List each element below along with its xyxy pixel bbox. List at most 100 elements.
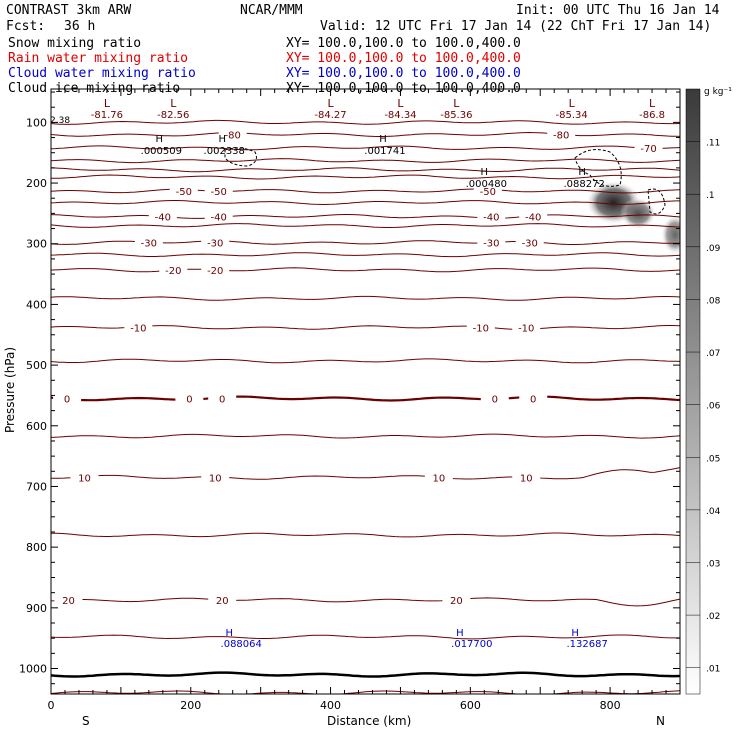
isotherm-label-bg: [442, 594, 471, 605]
isotherm-line: [51, 634, 680, 640]
isotherm-label: 20: [216, 596, 229, 607]
colorbar-tick-label: .08: [706, 296, 721, 306]
minimum-marker: L: [397, 97, 404, 110]
isotherm-label-bg: [148, 211, 177, 222]
ice-max-marker: H: [578, 167, 586, 178]
isotherm-label-bg: [201, 472, 230, 483]
isotherm-label-bg: [634, 142, 663, 153]
field-cloudwater-xy: XY= 100.0,100.0 to 100.0,400.0: [286, 66, 521, 81]
isotherm-label: -50: [211, 187, 227, 198]
colorbar-unit: g kg⁻¹: [704, 87, 732, 97]
isotherm-label-bg: [169, 185, 198, 196]
isotherm-label: 0: [64, 394, 70, 405]
ice-max-marker: H: [218, 134, 226, 145]
axes: 0 200 400 600 800100200300400500600700800900…: [19, 88, 681, 712]
isotherm-line: [51, 167, 680, 173]
isotherm-label-bg: [134, 237, 163, 248]
isotherm-label-bg: [424, 472, 453, 483]
isotherm-line: [51, 223, 680, 228]
y-tick-label: 300: [26, 238, 47, 251]
edge-value-label: 2.38: [50, 116, 70, 126]
ice-max-value: .001741: [364, 146, 405, 157]
minimum-marker: L: [104, 97, 111, 110]
endpoint-south: S: [82, 714, 90, 728]
isotherm-label: 0: [492, 394, 498, 405]
isotherm-line: [51, 158, 680, 164]
x-axis-label: Distance (km): [327, 714, 411, 728]
ice-max-marker: H: [379, 134, 387, 145]
isotherm-label: -40: [525, 212, 541, 223]
x-tick-label: 0: [48, 699, 55, 712]
isotherm-line: [51, 690, 680, 694]
cloudwater-max-value: .132687: [566, 639, 607, 650]
isotherm-label-bg: [208, 594, 237, 605]
isotherm-label-bg: [519, 393, 548, 404]
init-time: Init: 00 UTC Thu 16 Jan 14: [516, 3, 720, 18]
isotherm-label: 0: [219, 394, 225, 405]
isotherm-label-bg: [201, 264, 230, 275]
isotherm-line: [51, 433, 680, 439]
ice-contour: [574, 149, 622, 187]
ice-max-value: .002338: [204, 146, 245, 157]
isotherm-label: 10: [209, 473, 222, 484]
minimum-marker: L: [649, 97, 656, 110]
endpoint-north: N: [656, 714, 665, 728]
isotherm-label-bg: [480, 393, 509, 404]
minimum-value: -85.34: [556, 110, 588, 121]
isotherm-label-bg: [70, 472, 99, 483]
isotherm-label-bg: [547, 129, 576, 140]
isotherm-label-bg: [54, 594, 83, 605]
field-rain-xy: XY= 100.0,100.0 to 100.0,400.0: [286, 51, 521, 66]
colorbar-tick-label: .03: [706, 559, 720, 569]
cloudwater-max-marker: H: [456, 628, 464, 639]
isotherm-label-bg: [53, 393, 82, 404]
isotherm-label: -10: [473, 323, 489, 334]
isotherm-label: -10: [130, 323, 146, 334]
isotherm-label-bg: [515, 237, 544, 248]
isotherm-label-bg: [124, 322, 153, 333]
y-tick-label: 400: [26, 298, 47, 311]
y-tick-label: 600: [26, 420, 47, 433]
minimum-value: -81.76: [91, 110, 123, 121]
minimum-marker: L: [327, 97, 334, 110]
cloudwater-max-marker: H: [225, 628, 233, 639]
title: CONTRAST 3km ARW: [6, 3, 132, 18]
isotherm-label: -30: [522, 239, 538, 250]
minimum-marker: L: [569, 97, 576, 110]
cloudwater-max-marker: H: [571, 628, 579, 639]
x-tick-label: 400: [320, 699, 341, 712]
isotherm-line: [51, 131, 680, 137]
y-tick-label: 500: [26, 359, 47, 372]
minimum-value: -84.27: [314, 110, 346, 121]
y-axis-label: Pressure (hPa): [3, 347, 17, 433]
isotherm-line: [51, 325, 680, 330]
isotherm-label: -40: [211, 212, 227, 223]
y-tick-label: 100: [26, 116, 47, 129]
field-snow-xy: XY= 100.0,100.0 to 100.0,400.0: [286, 36, 521, 51]
colorbar-tick-label: .04: [706, 507, 721, 517]
isotherm-label-bg: [519, 211, 548, 222]
forecast-hours: 36 h: [64, 19, 96, 34]
colorbar-tick-label: .05: [706, 454, 720, 464]
plot-frame: [50, 88, 681, 695]
isotherm-label-bg: [477, 211, 506, 222]
isotherm-label-bg: [204, 211, 233, 222]
y-tick-label: 900: [26, 602, 47, 615]
isotherm-line: [51, 145, 680, 151]
isotherm-line: [51, 467, 680, 480]
valid-time: Valid: 12 UTC Fri 17 Jan 14 (22 ChT Fri …: [320, 19, 712, 34]
isotherm-label: -20: [207, 266, 223, 277]
isotherm-label-bg: [208, 393, 237, 404]
isotherm-label: 10: [520, 473, 533, 484]
organization: NCAR/MMM: [240, 3, 303, 18]
colorbar-ramp: [685, 88, 701, 695]
isotherm-line: [51, 214, 680, 219]
isotherm-line: [51, 200, 680, 206]
isotherm-label: -30: [141, 239, 157, 250]
y-tick-label: 200: [26, 177, 47, 190]
isotherm-label-bg: [473, 185, 502, 196]
isotherm-label-bg: [466, 322, 495, 333]
y-tick-label: 1000: [19, 663, 47, 676]
isotherm-line: [51, 395, 680, 402]
